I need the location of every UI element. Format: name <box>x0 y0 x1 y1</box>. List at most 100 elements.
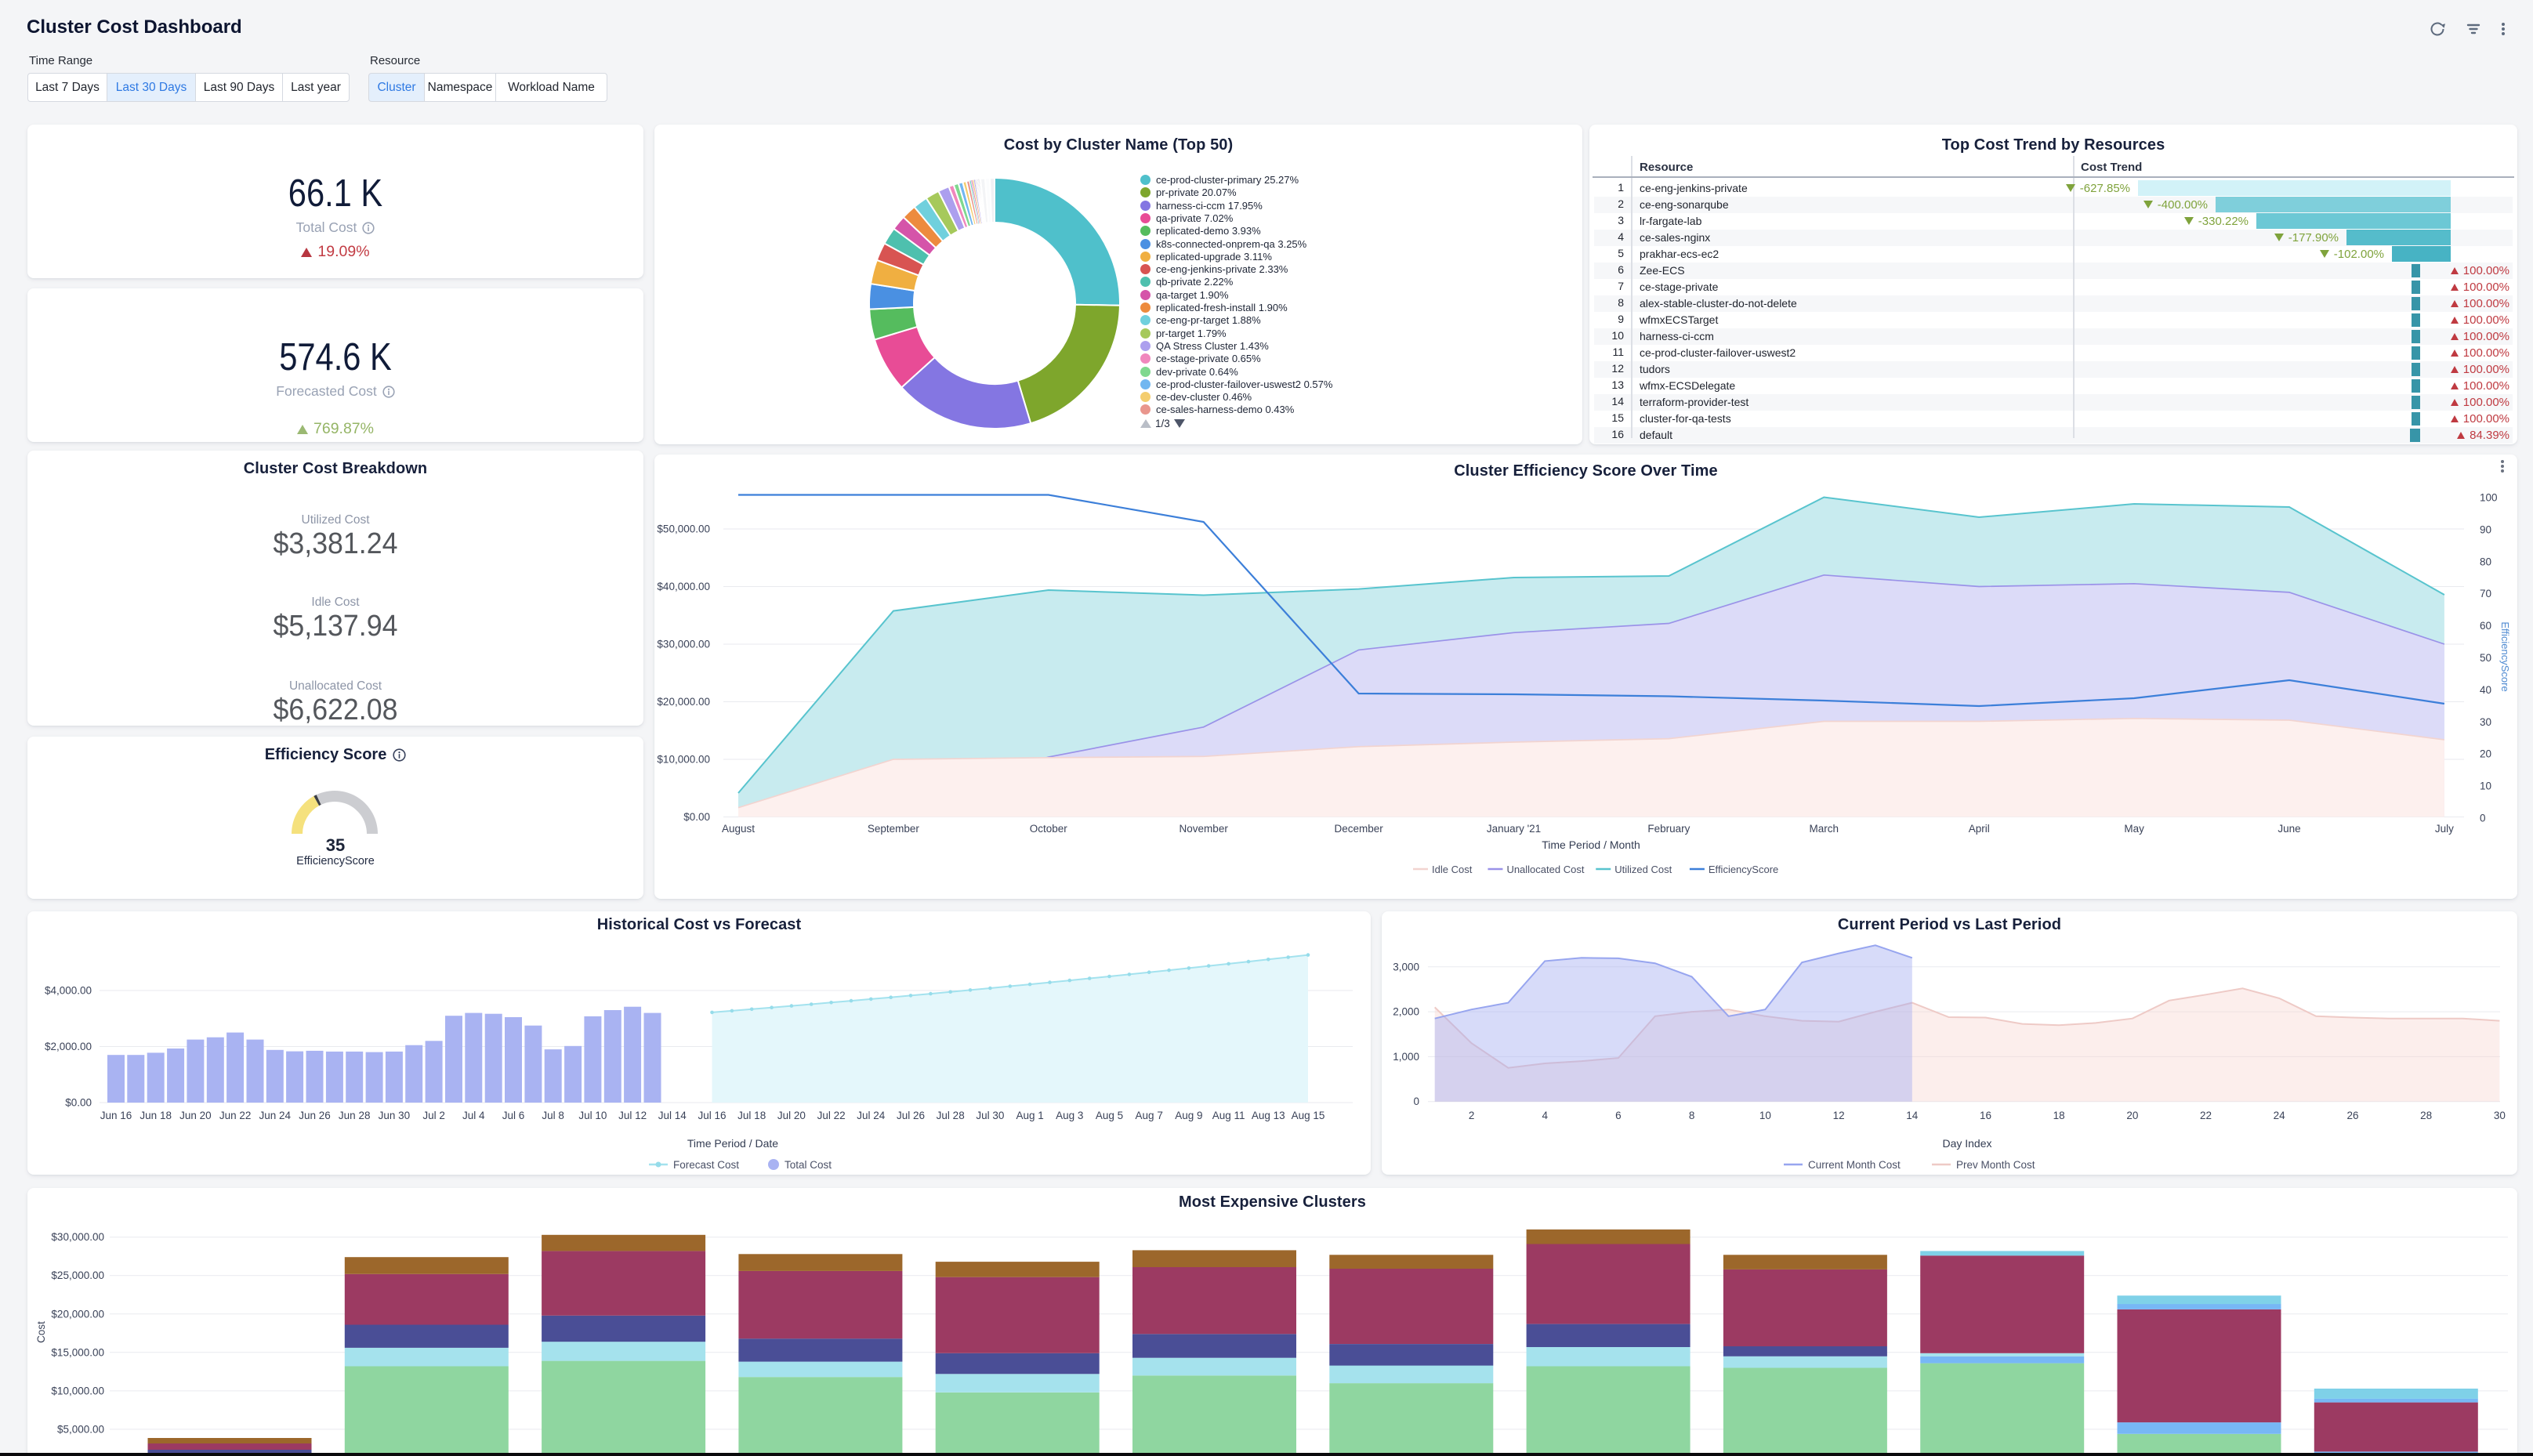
svg-text:80: 80 <box>2480 556 2491 567</box>
svg-text:90: 90 <box>2480 523 2491 535</box>
svg-text:20: 20 <box>2126 1110 2138 1121</box>
svg-text:Jun 18: Jun 18 <box>140 1110 172 1121</box>
svg-text:2,000: 2,000 <box>1393 1006 1419 1018</box>
svg-text:$20,000.00: $20,000.00 <box>51 1308 104 1320</box>
svg-text:28: 28 <box>2420 1110 2432 1121</box>
svg-text:100: 100 <box>2480 492 2498 504</box>
svg-text:Jun 30: Jun 30 <box>379 1110 411 1121</box>
svg-text:0: 0 <box>1413 1096 1419 1107</box>
svg-text:Jul 10: Jul 10 <box>578 1110 607 1121</box>
svg-text:Jul 20: Jul 20 <box>777 1110 806 1121</box>
svg-text:Prev Month Cost: Prev Month Cost <box>1956 1159 2035 1171</box>
svg-text:10: 10 <box>1759 1110 1771 1121</box>
svg-text:$2,000.00: $2,000.00 <box>45 1041 92 1052</box>
svg-text:$10,000.00: $10,000.00 <box>657 754 710 766</box>
svg-text:Jul 30: Jul 30 <box>976 1110 1004 1121</box>
svg-text:16: 16 <box>1980 1110 1991 1121</box>
svg-text:70: 70 <box>2480 588 2491 599</box>
svg-text:Jun 24: Jun 24 <box>259 1110 292 1121</box>
svg-text:Jul 26: Jul 26 <box>897 1110 925 1121</box>
svg-text:18: 18 <box>2053 1110 2065 1121</box>
svg-text:March: March <box>1810 823 1839 835</box>
svg-text:Unallocated Cost: Unallocated Cost <box>1506 864 1584 875</box>
svg-text:Utilized Cost: Utilized Cost <box>1614 864 1672 875</box>
svg-text:$50,000.00: $50,000.00 <box>657 523 710 535</box>
svg-text:Total Cost: Total Cost <box>785 1159 832 1171</box>
svg-text:EfficiencyScore: EfficiencyScore <box>2499 621 2511 691</box>
svg-text:Aug 5: Aug 5 <box>1096 1110 1123 1121</box>
svg-text:1,000: 1,000 <box>1393 1051 1419 1063</box>
svg-text:September: September <box>868 823 920 835</box>
svg-text:Jul 12: Jul 12 <box>618 1110 647 1121</box>
svg-text:August: August <box>722 823 755 835</box>
svg-text:4: 4 <box>1542 1110 1548 1121</box>
svg-text:3,000: 3,000 <box>1393 961 1419 972</box>
svg-text:0: 0 <box>2480 813 2486 824</box>
svg-text:Jul 18: Jul 18 <box>737 1110 766 1121</box>
svg-text:14: 14 <box>1906 1110 1919 1121</box>
svg-text:February: February <box>1647 823 1690 835</box>
svg-text:8: 8 <box>1689 1110 1695 1121</box>
svg-text:40: 40 <box>2480 684 2491 696</box>
svg-text:EfficiencyScore: EfficiencyScore <box>1709 864 1778 875</box>
svg-text:22: 22 <box>2200 1110 2212 1121</box>
svg-text:$30,000.00: $30,000.00 <box>51 1231 104 1243</box>
svg-text:Current Month Cost: Current Month Cost <box>1808 1159 1901 1171</box>
svg-text:Aug 1: Aug 1 <box>1016 1110 1043 1121</box>
svg-text:30: 30 <box>2494 1110 2506 1121</box>
svg-text:Jul 2: Jul 2 <box>422 1110 445 1121</box>
svg-text:12: 12 <box>1833 1110 1845 1121</box>
svg-text:Jun 22: Jun 22 <box>219 1110 252 1121</box>
svg-text:$15,000.00: $15,000.00 <box>51 1346 104 1358</box>
svg-text:30: 30 <box>2480 716 2491 728</box>
svg-text:Cost: Cost <box>35 1321 47 1343</box>
svg-text:Forecast Cost: Forecast Cost <box>673 1159 739 1171</box>
svg-text:$0.00: $0.00 <box>65 1097 92 1109</box>
svg-text:Time Period / Date: Time Period / Date <box>687 1137 778 1150</box>
svg-text:Jul 22: Jul 22 <box>817 1110 846 1121</box>
svg-text:Aug 7: Aug 7 <box>1136 1110 1163 1121</box>
svg-text:2: 2 <box>1469 1110 1475 1121</box>
svg-text:$40,000.00: $40,000.00 <box>657 581 710 592</box>
svg-text:November: November <box>1180 823 1229 835</box>
svg-text:24: 24 <box>2274 1110 2286 1121</box>
svg-text:Aug 13: Aug 13 <box>1252 1110 1285 1121</box>
svg-text:Jun 16: Jun 16 <box>100 1110 132 1121</box>
svg-text:20: 20 <box>2480 748 2491 760</box>
svg-text:December: December <box>1334 823 1383 835</box>
svg-text:60: 60 <box>2480 620 2491 632</box>
svg-text:Jun 26: Jun 26 <box>299 1110 331 1121</box>
svg-text:Jul 16: Jul 16 <box>698 1110 726 1121</box>
svg-text:May: May <box>2124 823 2144 835</box>
svg-text:Time Period / Month: Time Period / Month <box>1542 838 1640 851</box>
svg-text:Jul 14: Jul 14 <box>658 1110 687 1121</box>
svg-text:$30,000.00: $30,000.00 <box>657 639 710 650</box>
svg-text:10: 10 <box>2480 781 2491 792</box>
svg-text:Idle Cost: Idle Cost <box>1432 864 1473 875</box>
svg-text:$5,000.00: $5,000.00 <box>57 1423 104 1435</box>
svg-text:October: October <box>1030 823 1068 835</box>
svg-text:$20,000.00: $20,000.00 <box>657 696 710 708</box>
svg-text:$0.00: $0.00 <box>683 811 710 823</box>
svg-text:Jul 28: Jul 28 <box>937 1110 965 1121</box>
svg-text:July: July <box>2435 823 2454 835</box>
svg-text:Jul 6: Jul 6 <box>502 1110 525 1121</box>
svg-text:January '21: January '21 <box>1487 823 1541 835</box>
svg-text:Jul 4: Jul 4 <box>462 1110 485 1121</box>
svg-text:$25,000.00: $25,000.00 <box>51 1269 104 1281</box>
svg-text:26: 26 <box>2346 1110 2358 1121</box>
svg-text:50: 50 <box>2480 652 2491 664</box>
svg-text:Jul 8: Jul 8 <box>542 1110 564 1121</box>
svg-text:$10,000.00: $10,000.00 <box>51 1385 104 1396</box>
svg-text:Jun 20: Jun 20 <box>179 1110 212 1121</box>
svg-text:Aug 3: Aug 3 <box>1056 1110 1083 1121</box>
svg-text:Jul 24: Jul 24 <box>857 1110 886 1121</box>
svg-text:April: April <box>1969 823 1990 835</box>
svg-text:Day Index: Day Index <box>1942 1137 1991 1150</box>
svg-text:Aug 11: Aug 11 <box>1212 1110 1245 1121</box>
svg-text:6: 6 <box>1615 1110 1622 1121</box>
svg-text:Jun 28: Jun 28 <box>339 1110 371 1121</box>
svg-text:$4,000.00: $4,000.00 <box>45 985 92 997</box>
svg-text:Aug 9: Aug 9 <box>1175 1110 1202 1121</box>
svg-text:Aug 15: Aug 15 <box>1292 1110 1325 1121</box>
